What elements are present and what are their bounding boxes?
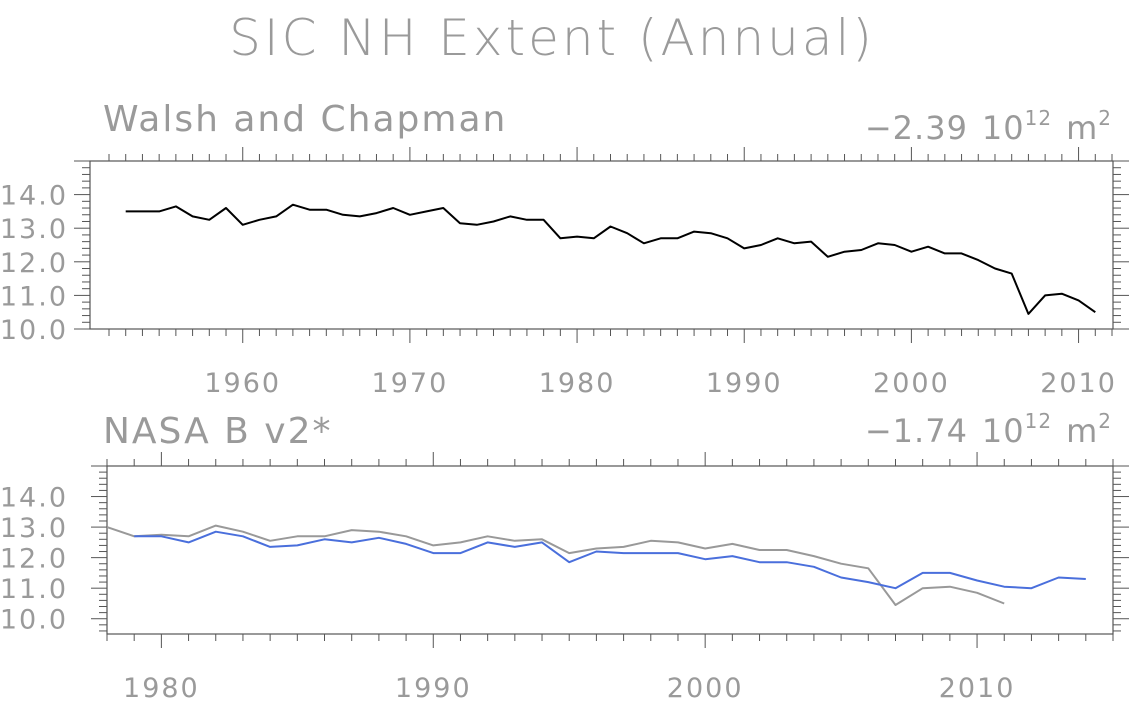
trend-base: 10 xyxy=(982,109,1025,147)
y-tick-label: 11.0 xyxy=(0,574,68,605)
x-tick-label: 1990 xyxy=(706,368,783,399)
y-tick-label: 12.0 xyxy=(0,248,68,279)
trend-unit-exponent: 2 xyxy=(1098,106,1112,130)
figure-title: SIC NH Extent (Annual) xyxy=(229,9,875,67)
x-tick-label: 2000 xyxy=(667,673,744,702)
panel-title-nasa-b-v2: NASA B v2* xyxy=(103,411,333,452)
trend-unit: m xyxy=(1066,109,1098,147)
x-tick-label: 1990 xyxy=(395,673,472,702)
panel-walsh-chapman: Walsh and Chapman −2.39 1012 m2 1960 1970 19… xyxy=(0,99,1129,399)
y-tick-label: 11.0 xyxy=(0,281,68,312)
trend-base: 10 xyxy=(982,412,1025,450)
trend-annotation-walsh-chapman: −2.39 1012 m2 xyxy=(865,106,1112,147)
trend-unit: m xyxy=(1066,412,1098,450)
x-tick-label: 2010 xyxy=(1040,368,1117,399)
y-tick-label: 10.0 xyxy=(0,605,68,636)
y-tick-label: 14.0 xyxy=(0,181,68,212)
y-tick-label: 12.0 xyxy=(0,544,68,575)
series-line xyxy=(106,524,1005,606)
y-tick-label: 13.0 xyxy=(0,513,68,544)
plot-frame xyxy=(106,465,1114,635)
y-tick-label: 13.0 xyxy=(0,214,68,245)
trend-exponent: 12 xyxy=(1025,106,1052,130)
y-tick-label: 14.0 xyxy=(0,483,68,514)
trend-value: −2.39 xyxy=(865,109,968,147)
plot-frame xyxy=(89,160,1114,330)
x-tick-label: 1970 xyxy=(372,368,449,399)
x-tick-label: 1980 xyxy=(539,368,616,399)
panel-title-walsh-chapman: Walsh and Chapman xyxy=(103,99,507,140)
x-tick-label: 2010 xyxy=(939,673,1016,702)
trend-value: −1.74 xyxy=(865,412,968,450)
series-line xyxy=(134,530,1086,590)
x-tick-label: 1960 xyxy=(204,368,281,399)
series-line xyxy=(125,203,1096,315)
x-tick-label: 2000 xyxy=(873,368,950,399)
panel-nasa-b-v2: NASA B v2* −1.74 1012 m2 1980 1990 2000 2010 1… xyxy=(0,409,1129,702)
x-tick-label: 1980 xyxy=(123,673,200,702)
y-tick-label: 10.0 xyxy=(0,315,68,346)
trend-exponent: 12 xyxy=(1025,409,1052,433)
trend-annotation-nasa-b-v2: −1.74 1012 m2 xyxy=(865,409,1112,450)
trend-unit-exponent: 2 xyxy=(1098,409,1112,433)
